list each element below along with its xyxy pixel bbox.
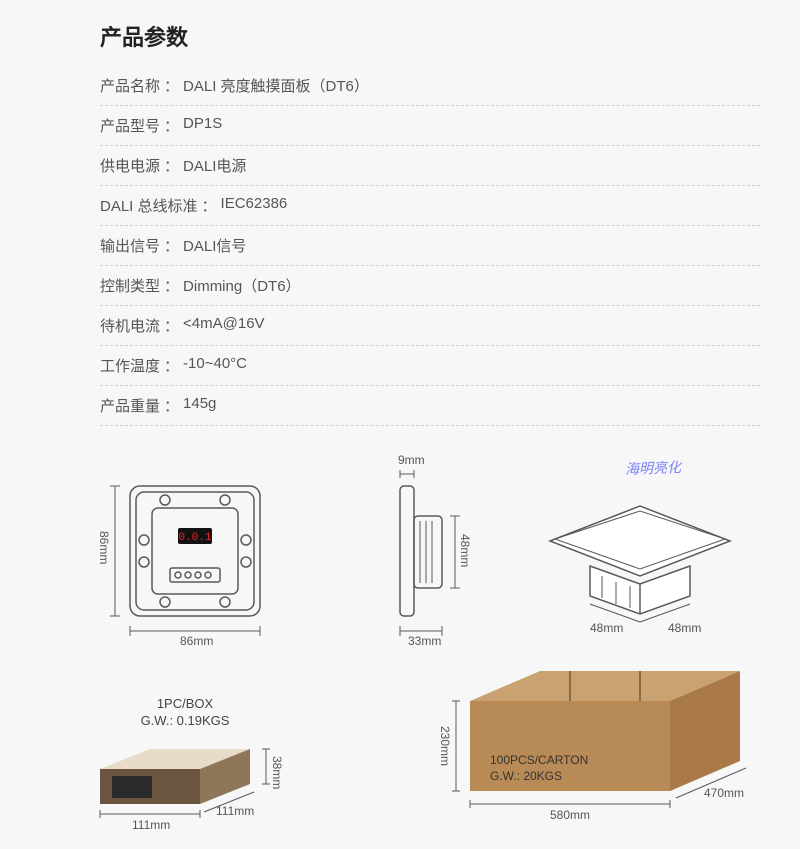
colon: ： [202, 195, 217, 216]
side-width-label: 33mm [408, 634, 441, 648]
display-digits: 0.0.1 [178, 532, 211, 544]
spec-value: -10~40°C [183, 355, 247, 376]
small-box: 1PC/BOX G.W.: 0.19KGS 111mm 111mm 38mm [70, 696, 300, 849]
small-box-caption: 1PC/BOX G.W.: 0.19KGS [70, 696, 300, 730]
spec-row: 产品型号 ： DP1S [100, 106, 760, 146]
side-top-label: 9mm [398, 453, 425, 467]
spec-value: Dimming（DT6） [183, 275, 301, 296]
side-height-label: 48mm [458, 534, 472, 567]
spec-value: DP1S [183, 115, 222, 136]
iso-left-label: 48mm [590, 621, 623, 635]
big-box-depth: 470mm [704, 786, 744, 800]
spec-row: 控制类型 ： Dimming（DT6） [100, 266, 760, 306]
big-box: 100PCS/CARTON G.W.: 20KGS 580mm 470mm 23… [420, 656, 780, 831]
spec-label: 供电电源 [100, 155, 160, 176]
front-width-label: 86mm [180, 634, 213, 648]
dimension-diagrams: 0.0.1 86mm 86mm [100, 446, 760, 656]
small-box-width: 111mm [132, 818, 170, 832]
small-box-caption-2: G.W.: 0.19KGS [70, 713, 300, 730]
spec-label: 产品重量 [100, 395, 160, 416]
spec-row: DALI 总线标准 ： IEC62386 [100, 186, 760, 226]
spec-row: 供电电源 ： DALI电源 [100, 146, 760, 186]
colon: ： [164, 155, 179, 176]
spec-label: 工作温度 [100, 355, 160, 376]
big-box-caption-2: G.W.: 20KGS [490, 769, 562, 783]
colon: ： [164, 235, 179, 256]
front-view-diagram: 0.0.1 86mm 86mm [100, 476, 300, 651]
small-box-svg [70, 734, 300, 844]
colon: ： [164, 315, 179, 336]
spec-value: DALI 亮度触摸面板（DT6） [183, 75, 369, 96]
spec-value: 145g [183, 395, 216, 416]
spec-list: 产品名称 ： DALI 亮度触摸面板（DT6） 产品型号 ： DP1S 供电电源… [100, 66, 760, 426]
spec-label: 产品名称 [100, 75, 160, 96]
big-box-height: 230mm [438, 726, 452, 766]
spec-value: DALI信号 [183, 235, 246, 256]
small-box-caption-1: 1PC/BOX [70, 696, 300, 713]
big-box-svg: 100PCS/CARTON G.W.: 20KGS [420, 656, 780, 826]
colon: ： [164, 75, 179, 96]
spec-row: 待机电流 ： <4mA@16V [100, 306, 760, 346]
iso-right-label: 48mm [668, 621, 701, 635]
packaging-section: 1PC/BOX G.W.: 0.19KGS 111mm 111mm 38mm [100, 656, 760, 826]
spec-row: 工作温度 ： -10~40°C [100, 346, 760, 386]
spec-label: 产品型号 [100, 115, 160, 136]
iso-view-diagram: 48mm 48mm 海明亮化 [520, 486, 760, 651]
big-box-width: 580mm [550, 808, 590, 822]
spec-value: <4mA@16V [183, 315, 265, 336]
side-view-diagram: 9mm 48mm 33mm [360, 456, 480, 651]
colon: ： [164, 275, 179, 296]
big-box-caption-1: 100PCS/CARTON [490, 753, 588, 767]
watermark-text: 海明亮化 [625, 457, 682, 479]
spec-label: 待机电流 [100, 315, 160, 336]
spec-row: 产品名称 ： DALI 亮度触摸面板（DT6） [100, 66, 760, 106]
spec-row: 输出信号 ： DALI信号 [100, 226, 760, 266]
colon: ： [164, 395, 179, 416]
small-box-height: 38mm [270, 756, 284, 789]
spec-label: 输出信号 [100, 235, 160, 256]
section-title: 产品参数 [100, 20, 760, 52]
colon: ： [164, 355, 179, 376]
spec-label: 控制类型 [100, 275, 160, 296]
spec-row: 产品重量 ： 145g [100, 386, 760, 426]
front-height-label: 86mm [97, 531, 111, 564]
spec-value: IEC62386 [221, 195, 288, 216]
spec-value: DALI电源 [183, 155, 246, 176]
spec-label: DALI 总线标准 [100, 195, 198, 216]
front-view-svg: 0.0.1 [100, 476, 300, 646]
colon: ： [164, 115, 179, 136]
iso-view-svg [520, 486, 760, 646]
small-box-depth: 111mm [216, 804, 254, 818]
